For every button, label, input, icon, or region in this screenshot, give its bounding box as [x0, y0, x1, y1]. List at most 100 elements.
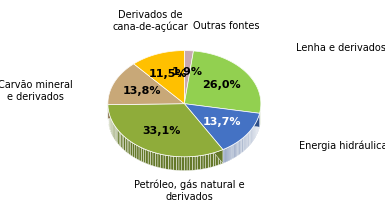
Polygon shape — [231, 145, 232, 160]
Polygon shape — [239, 140, 240, 154]
Polygon shape — [156, 153, 158, 167]
Polygon shape — [198, 156, 200, 170]
Polygon shape — [108, 104, 184, 119]
Polygon shape — [184, 104, 223, 163]
Polygon shape — [118, 130, 119, 145]
Polygon shape — [161, 154, 163, 169]
Polygon shape — [115, 126, 116, 142]
Polygon shape — [244, 136, 245, 150]
Polygon shape — [254, 124, 255, 139]
Polygon shape — [255, 123, 256, 138]
Text: 33,1%: 33,1% — [143, 126, 181, 136]
Polygon shape — [216, 151, 218, 166]
Polygon shape — [131, 141, 133, 157]
Polygon shape — [241, 139, 242, 153]
Polygon shape — [108, 104, 223, 157]
Polygon shape — [249, 131, 250, 146]
Polygon shape — [184, 104, 259, 127]
Polygon shape — [246, 135, 247, 149]
Polygon shape — [110, 118, 111, 133]
Polygon shape — [184, 51, 194, 104]
Polygon shape — [245, 135, 246, 150]
Text: Outras fontes: Outras fontes — [193, 21, 259, 31]
Polygon shape — [184, 157, 187, 171]
Polygon shape — [251, 129, 252, 143]
Polygon shape — [218, 150, 221, 165]
Text: 26,0%: 26,0% — [202, 80, 241, 90]
Polygon shape — [158, 153, 161, 168]
Polygon shape — [176, 157, 179, 170]
Polygon shape — [127, 139, 129, 154]
Polygon shape — [108, 64, 184, 105]
Polygon shape — [116, 128, 118, 143]
Polygon shape — [174, 156, 176, 170]
Polygon shape — [108, 104, 184, 119]
Polygon shape — [192, 156, 195, 170]
Polygon shape — [240, 139, 241, 154]
Text: 13,8%: 13,8% — [123, 86, 162, 96]
Text: 11,5%: 11,5% — [149, 69, 187, 79]
Polygon shape — [238, 141, 239, 155]
Polygon shape — [226, 148, 227, 162]
Polygon shape — [108, 104, 223, 157]
Polygon shape — [108, 64, 184, 105]
Polygon shape — [248, 132, 249, 146]
Polygon shape — [184, 51, 261, 113]
Polygon shape — [135, 144, 137, 159]
Polygon shape — [184, 51, 261, 113]
Polygon shape — [227, 148, 228, 162]
Polygon shape — [237, 142, 238, 156]
Polygon shape — [208, 153, 211, 168]
Polygon shape — [171, 156, 174, 170]
Polygon shape — [206, 154, 208, 169]
Polygon shape — [134, 51, 184, 104]
Polygon shape — [141, 148, 144, 162]
Polygon shape — [109, 114, 110, 130]
Text: Lenha e derivados: Lenha e derivados — [296, 43, 385, 53]
Polygon shape — [195, 156, 198, 170]
Polygon shape — [151, 151, 153, 166]
Polygon shape — [250, 130, 251, 145]
Text: 1,9%: 1,9% — [172, 67, 203, 77]
Text: Energia hidráulica: Energia hidráulica — [299, 141, 385, 152]
Polygon shape — [163, 155, 166, 169]
Polygon shape — [203, 155, 206, 169]
Polygon shape — [184, 104, 259, 150]
Polygon shape — [184, 104, 259, 127]
Polygon shape — [236, 142, 237, 157]
Polygon shape — [179, 157, 182, 170]
Text: 13,7%: 13,7% — [203, 117, 241, 127]
Polygon shape — [121, 133, 122, 148]
Polygon shape — [230, 146, 231, 160]
Polygon shape — [247, 133, 248, 148]
Polygon shape — [190, 157, 192, 170]
Polygon shape — [182, 157, 184, 171]
Polygon shape — [184, 104, 259, 150]
Polygon shape — [119, 131, 121, 147]
Polygon shape — [133, 143, 135, 158]
Polygon shape — [125, 137, 127, 153]
Polygon shape — [253, 126, 254, 140]
Text: Derivados de
cana-de-açúcar: Derivados de cana-de-açúcar — [112, 10, 188, 32]
Polygon shape — [187, 157, 190, 170]
Polygon shape — [229, 146, 230, 160]
Polygon shape — [137, 145, 139, 160]
Polygon shape — [124, 136, 125, 151]
Polygon shape — [153, 152, 156, 167]
Polygon shape — [232, 145, 233, 159]
Text: Petróleo, gás natural e
derivados: Petróleo, gás natural e derivados — [134, 180, 245, 202]
Polygon shape — [243, 137, 244, 152]
Polygon shape — [146, 150, 148, 164]
Polygon shape — [225, 148, 226, 163]
Polygon shape — [184, 104, 223, 163]
Polygon shape — [223, 149, 224, 163]
Polygon shape — [200, 155, 203, 169]
Polygon shape — [114, 125, 115, 140]
Polygon shape — [111, 119, 112, 135]
Polygon shape — [113, 123, 114, 138]
Polygon shape — [224, 149, 225, 163]
Polygon shape — [166, 155, 168, 169]
Polygon shape — [134, 51, 184, 104]
Polygon shape — [242, 138, 243, 153]
Polygon shape — [148, 150, 151, 165]
